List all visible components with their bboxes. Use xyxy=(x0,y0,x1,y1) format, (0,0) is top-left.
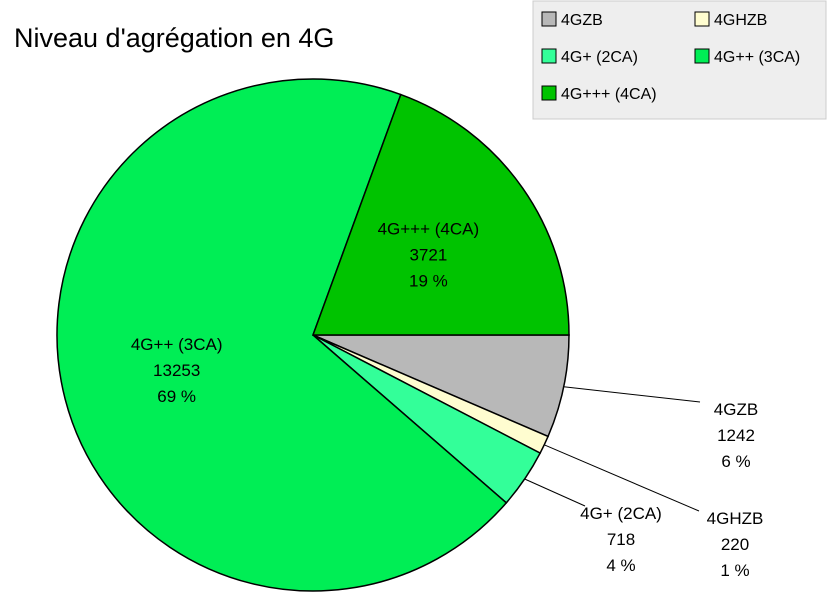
data-label-value-4gp-2ca: 718 xyxy=(607,530,635,549)
data-label-name-4gp-2ca: 4G+ (2CA) xyxy=(580,504,662,523)
data-label-value-4ghzb: 220 xyxy=(721,535,749,554)
legend-swatch-4gppp-4ca xyxy=(541,85,557,101)
legend-label-4gp-2ca: 4G+ (2CA) xyxy=(561,49,638,66)
data-label-name-4gzb: 4GZB xyxy=(714,400,758,419)
leader-line-4ghzb xyxy=(544,444,700,512)
data-label-name-4gppp-4ca: 4G+++ (4CA) xyxy=(378,219,480,238)
data-label-percent-4ghzb: 1 % xyxy=(720,561,749,580)
legend-swatch-4gpp-3ca xyxy=(694,48,710,64)
chart-title: Niveau d'agrégation en 4G xyxy=(14,23,334,53)
data-label-percent-4gzb: 6 % xyxy=(721,452,750,471)
legend-swatch-4ghzb xyxy=(694,11,710,27)
legend-label-4gpp-3ca: 4G++ (3CA) xyxy=(714,49,800,66)
legend-swatch-4gp-2ca xyxy=(541,48,557,64)
slice-4gppp-4ca xyxy=(311,93,570,336)
data-label-percent-4gp-2ca: 4 % xyxy=(606,556,635,575)
leader-lines xyxy=(524,386,701,512)
legend-box xyxy=(532,0,827,120)
legend: 4GZB 4GHZB 4G+ (2CA) 4G++ (3CA) 4G+++ (4CA) xyxy=(532,0,827,120)
slice-labels: 4GZB 1242 6 % 4GHZB 220 1 % 4G+ (2CA) 718 4 % 4G+… xyxy=(131,219,763,580)
data-label-percent-4gppp-4ca: 19 % xyxy=(409,271,448,290)
leader-line-4gp-2ca xyxy=(524,478,586,507)
data-label-name-4gpp-3ca: 4G++ (3CA) xyxy=(131,335,223,354)
legend-label-4ghzb: 4GHZB xyxy=(714,12,767,29)
data-label-value-4gppp-4ca: 3721 xyxy=(409,245,447,264)
leader-line-4gzb xyxy=(563,386,701,403)
data-label-value-4gpp-3ca: 13253 xyxy=(153,361,200,380)
legend-label-4gppp-4ca: 4G+++ (4CA) xyxy=(561,86,657,103)
legend-label-4gzb: 4GZB xyxy=(561,12,603,29)
data-label-name-4ghzb: 4GHZB xyxy=(707,509,764,528)
data-label-percent-4gpp-3ca: 69 % xyxy=(157,387,196,406)
legend-swatch-4gzb xyxy=(541,11,557,27)
data-label-value-4gzb: 1242 xyxy=(717,426,755,445)
pie-slices xyxy=(56,78,570,592)
slice-4gpp-3ca xyxy=(56,78,508,592)
